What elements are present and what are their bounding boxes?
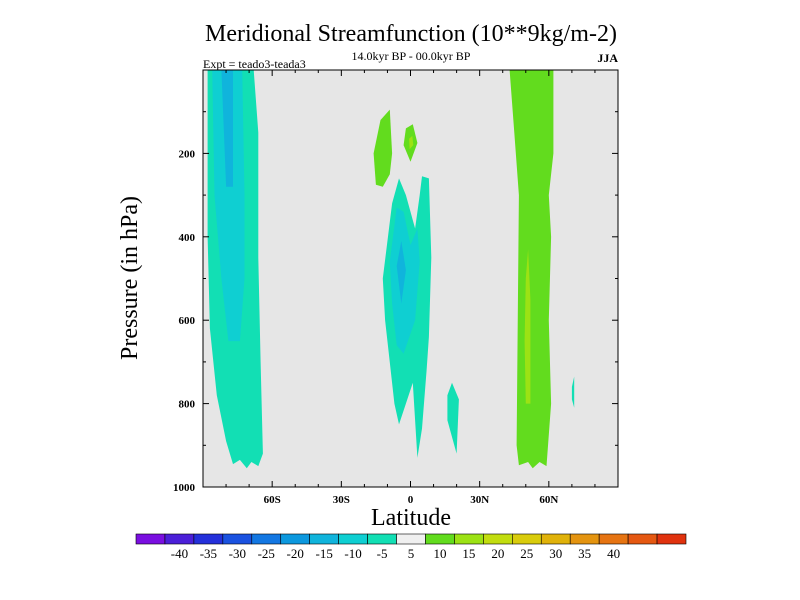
x-tick-label: 30N [470, 494, 489, 506]
contour-region-tropical-cell-inner [389, 207, 420, 354]
colorbar-label: -25 [258, 546, 275, 561]
colorbar-swatch [454, 533, 484, 545]
colorbar-label: 10 [433, 546, 446, 561]
y-axis-label: Pressure (in hPa) [117, 196, 143, 360]
chart-subtitle: 14.0kyr BP - 00.0kyr BP [352, 49, 471, 63]
y-tick-label: 600 [179, 315, 196, 327]
x-axis-label: Latitude [371, 505, 451, 531]
colorbar-swatch [512, 533, 542, 545]
colorbar-swatch [222, 533, 253, 545]
contour-regions [207, 70, 575, 469]
y-tick-label: 200 [179, 148, 196, 160]
colorbar-swatch [338, 533, 368, 545]
colorbar-swatch [367, 533, 397, 545]
contour-region-north-polar-cell [509, 70, 554, 469]
contour-region-south-polar-cell-mid [212, 70, 245, 342]
contour-region-north-polar-core [524, 249, 531, 404]
colorbar-swatch [309, 533, 339, 545]
colorbar-swatch [540, 533, 571, 545]
colorbar-swatch [164, 533, 195, 545]
colorbar-label: -40 [171, 546, 188, 561]
colorbar-swatch [656, 533, 687, 545]
colorbar-swatch [425, 533, 455, 545]
x-tick-label: 0 [408, 494, 414, 506]
contour-region-north-sliver [571, 376, 575, 408]
colorbar-swatch [569, 533, 600, 545]
colorbar-label: 35 [578, 546, 591, 561]
colorbar-label: 20 [491, 546, 504, 561]
colorbar-label: 5 [408, 546, 415, 561]
colorbar-swatch [627, 533, 658, 545]
x-tick-label: 30S [333, 494, 350, 506]
colorbar-label: 40 [607, 546, 620, 561]
colorbar-label: 30 [549, 546, 562, 561]
contour-region-upper-core [409, 135, 414, 150]
colorbar: -40 -35 -30 -25 -20 -15 -10 -5 5 10 15 20 25 30 35 40 [135, 533, 687, 561]
axis-ticks: 60S 30S 0 30N 60N 200 400 600 800 1000 [173, 70, 618, 506]
chart-title: Meridional Streamfunction (10**9kg/m-2) [205, 21, 617, 47]
colorbar-label: -35 [200, 546, 217, 561]
contour-region-south-polar-cell-core [221, 70, 233, 187]
plot-frame [202, 69, 619, 488]
colorbar-label: -10 [344, 546, 361, 561]
colorbar-label: -15 [315, 546, 332, 561]
x-tick-label: 60S [264, 494, 281, 506]
contour-region-subtropical-patch [447, 382, 459, 454]
colorbar-swatch [598, 533, 629, 545]
colorbar-swatch [193, 533, 224, 545]
colorbar-swatch [251, 533, 282, 545]
contour-region-tropical-cell-core [396, 241, 406, 304]
experiment-label: Expt = teado3-teada3 [203, 57, 306, 71]
colorbar-label: -20 [287, 546, 304, 561]
colorbar-swatch [396, 533, 426, 545]
colorbar-swatch [135, 533, 166, 545]
colorbar-label: 15 [462, 546, 475, 561]
colorbar-swatch [280, 533, 310, 545]
y-tick-label: 800 [179, 399, 196, 411]
x-tick-label: 60N [539, 494, 558, 506]
colorbar-label: -5 [377, 546, 388, 561]
y-tick-label: 400 [179, 232, 196, 244]
contour-region-upper-green-left [373, 109, 393, 187]
y-tick-label: 1000 [173, 482, 196, 494]
colorbar-swatch [483, 533, 513, 545]
colorbar-label: -30 [229, 546, 246, 561]
season-label: JJA [597, 51, 618, 65]
colorbar-label: 25 [520, 546, 533, 561]
